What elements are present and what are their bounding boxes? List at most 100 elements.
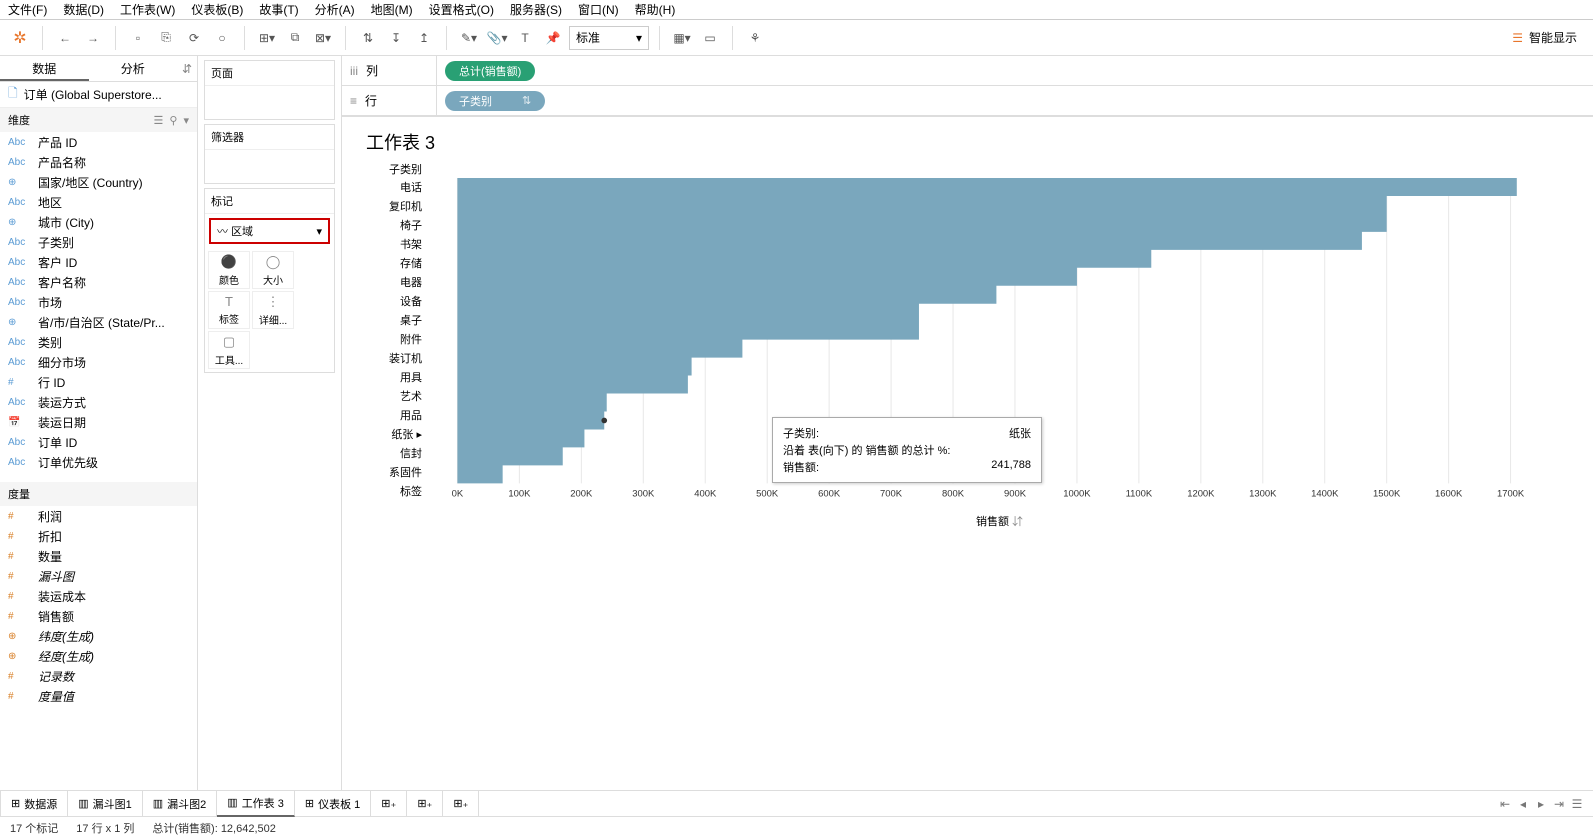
new-dashboard-button[interactable]: ⊞₊ [407, 791, 443, 817]
menu-item[interactable]: 设置格式(O) [429, 1, 494, 18]
dimension-field[interactable]: Abc订单优先级 [0, 452, 197, 472]
new-story-button[interactable]: ⊞₊ [443, 791, 479, 817]
rows-shelf[interactable]: ≡行 子类别⇅ [342, 86, 1593, 116]
dimension-field[interactable]: Abc产品名称 [0, 152, 197, 172]
measure-field[interactable]: #销售额 [0, 606, 197, 626]
measure-field[interactable]: #装运成本 [0, 586, 197, 606]
text-icon[interactable]: T [513, 26, 537, 50]
share-icon[interactable]: ⚘ [743, 26, 767, 50]
sheet-tab[interactable]: ▥漏斗图2 [143, 791, 218, 817]
nav-prev-icon[interactable]: ◂ [1515, 797, 1531, 811]
data-pane: 数据 分析 ⇵ 🗋 订单 (Global Superstore... 维度 ☰⚲… [0, 56, 198, 790]
mark-大小-button[interactable]: ◯大小 [252, 251, 294, 289]
show-me-button[interactable]: ☰智能显示 [1504, 29, 1585, 46]
dimension-field[interactable]: Abc地区 [0, 192, 197, 212]
dimension-field[interactable]: Abc市场 [0, 292, 197, 312]
chart-title[interactable]: 工作表 3 [362, 129, 1573, 155]
forward-button[interactable]: → [81, 26, 105, 50]
refresh2-icon[interactable]: ○ [210, 26, 234, 50]
menu-item[interactable]: 帮助(H) [635, 1, 676, 18]
nav-next-icon[interactable]: ▸ [1533, 797, 1549, 811]
mark-颜色-button[interactable]: ⚫颜色 [208, 251, 250, 289]
menu-item[interactable]: 服务器(S) [510, 1, 562, 18]
svg-text:1000K: 1000K [1063, 489, 1091, 500]
save-icon[interactable]: ▫ [126, 26, 150, 50]
menu-icon[interactable]: ▾ [183, 114, 189, 127]
svg-text:1700K: 1700K [1497, 489, 1525, 500]
dimension-field[interactable]: 📅装运日期 [0, 412, 197, 432]
menu-item[interactable]: 故事(T) [259, 1, 298, 18]
view-icon[interactable]: ☰ [154, 114, 164, 127]
new-datasource-icon[interactable]: ⎘ [154, 26, 178, 50]
svg-text:100K: 100K [508, 489, 531, 500]
duplicate-icon[interactable]: ⧉ [283, 26, 307, 50]
pin-icon[interactable]: 📌 [541, 26, 565, 50]
data-tab[interactable]: 数据 [0, 56, 89, 81]
show-me-icon[interactable]: ▦▾ [670, 26, 694, 50]
menu-item[interactable]: 文件(F) [8, 1, 47, 18]
datasource-row[interactable]: 🗋 订单 (Global Superstore... [0, 82, 197, 108]
attach-icon[interactable]: 📎▾ [485, 26, 509, 50]
dimension-field[interactable]: Abc客户名称 [0, 272, 197, 292]
back-button[interactable]: ← [53, 26, 77, 50]
rows-pill[interactable]: 子类别⇅ [445, 91, 545, 111]
analytics-tab[interactable]: 分析 [89, 56, 178, 81]
swap-icon[interactable]: ⇅ [356, 26, 380, 50]
nav-first-icon[interactable]: ⇤ [1497, 797, 1513, 811]
measure-field[interactable]: #数量 [0, 546, 197, 566]
sheet-tab[interactable]: ▥工作表 3 [217, 791, 295, 817]
measure-field[interactable]: ⊕纬度(生成) [0, 626, 197, 646]
sheet-tab[interactable]: ▥漏斗图1 [68, 791, 143, 817]
dashboard-tab[interactable]: ⊞仪表板 1 [295, 791, 371, 817]
dimension-field[interactable]: Abc子类别 [0, 232, 197, 252]
datasource-icon: 🗋 [8, 84, 18, 105]
sort-desc-icon[interactable]: ↥ [412, 26, 436, 50]
dimension-field[interactable]: ⊕城市 (City) [0, 212, 197, 232]
dimension-field[interactable]: Abc客户 ID [0, 252, 197, 272]
dimension-field[interactable]: Abc细分市场 [0, 352, 197, 372]
measure-field[interactable]: #漏斗图 [0, 566, 197, 586]
sort-asc-icon[interactable]: ↧ [384, 26, 408, 50]
search-icon[interactable]: ⚲ [169, 114, 177, 127]
menu-item[interactable]: 地图(M) [371, 1, 413, 18]
presentation-icon[interactable]: ▭ [698, 26, 722, 50]
measure-field[interactable]: #度量值 [0, 686, 197, 706]
mark-标签-button[interactable]: T标签 [208, 291, 250, 329]
measures-header: 度量 [0, 482, 197, 506]
datasource-tab[interactable]: ⊞数据源 [0, 791, 68, 817]
nav-last-icon[interactable]: ⇥ [1551, 797, 1567, 811]
menu-item[interactable]: 数据(D) [63, 1, 104, 18]
menu-item[interactable]: 窗口(N) [578, 1, 619, 18]
refresh-icon[interactable]: ⟳ [182, 26, 206, 50]
dimension-field[interactable]: ⊕国家/地区 (Country) [0, 172, 197, 192]
clear-icon[interactable]: ⊠▾ [311, 26, 335, 50]
dimension-field[interactable]: Abc装运方式 [0, 392, 197, 412]
dimension-field[interactable]: Abc产品 ID [0, 132, 197, 152]
mark-工具...-button[interactable]: ▢工具... [208, 331, 250, 369]
columns-pill[interactable]: 总计(销售额) [445, 61, 535, 81]
mark-type-select[interactable]: 〰 区域▾ [209, 218, 330, 244]
sort-desc-icon: ⇵ [1012, 516, 1023, 528]
measure-field[interactable]: ⊕经度(生成) [0, 646, 197, 666]
measure-field[interactable]: #记录数 [0, 666, 197, 686]
dimension-field[interactable]: #行 ID [0, 372, 197, 392]
dimension-field[interactable]: ⊕省/市/自治区 (State/Pr... [0, 312, 197, 332]
fit-mode-select[interactable]: 标准▾ [569, 26, 649, 50]
dimension-field[interactable]: Abc订单 ID [0, 432, 197, 452]
filmstrip-icon[interactable]: ☰ [1569, 797, 1585, 811]
measure-field[interactable]: #折扣 [0, 526, 197, 546]
mark-详细...-button[interactable]: ⋮详细... [252, 291, 294, 329]
menu-item[interactable]: 分析(A) [315, 1, 355, 18]
dimension-field[interactable]: Abc类别 [0, 332, 197, 352]
columns-shelf[interactable]: iii列 总计(销售额) [342, 56, 1593, 86]
new-sheet-icon[interactable]: ⊞▾ [255, 26, 279, 50]
menu-item[interactable]: 仪表板(B) [191, 1, 243, 18]
svg-text:1600K: 1600K [1435, 489, 1463, 500]
menu-item[interactable]: 工作表(W) [120, 1, 175, 18]
new-sheet-button[interactable]: ⊞₊ [371, 791, 407, 817]
measure-field[interactable]: #利润 [0, 506, 197, 526]
svg-text:600K: 600K [818, 489, 841, 500]
highlight-icon[interactable]: ✎▾ [457, 26, 481, 50]
svg-text:1100K: 1100K [1126, 489, 1153, 500]
pane-menu-icon[interactable]: ⇵ [177, 56, 197, 81]
